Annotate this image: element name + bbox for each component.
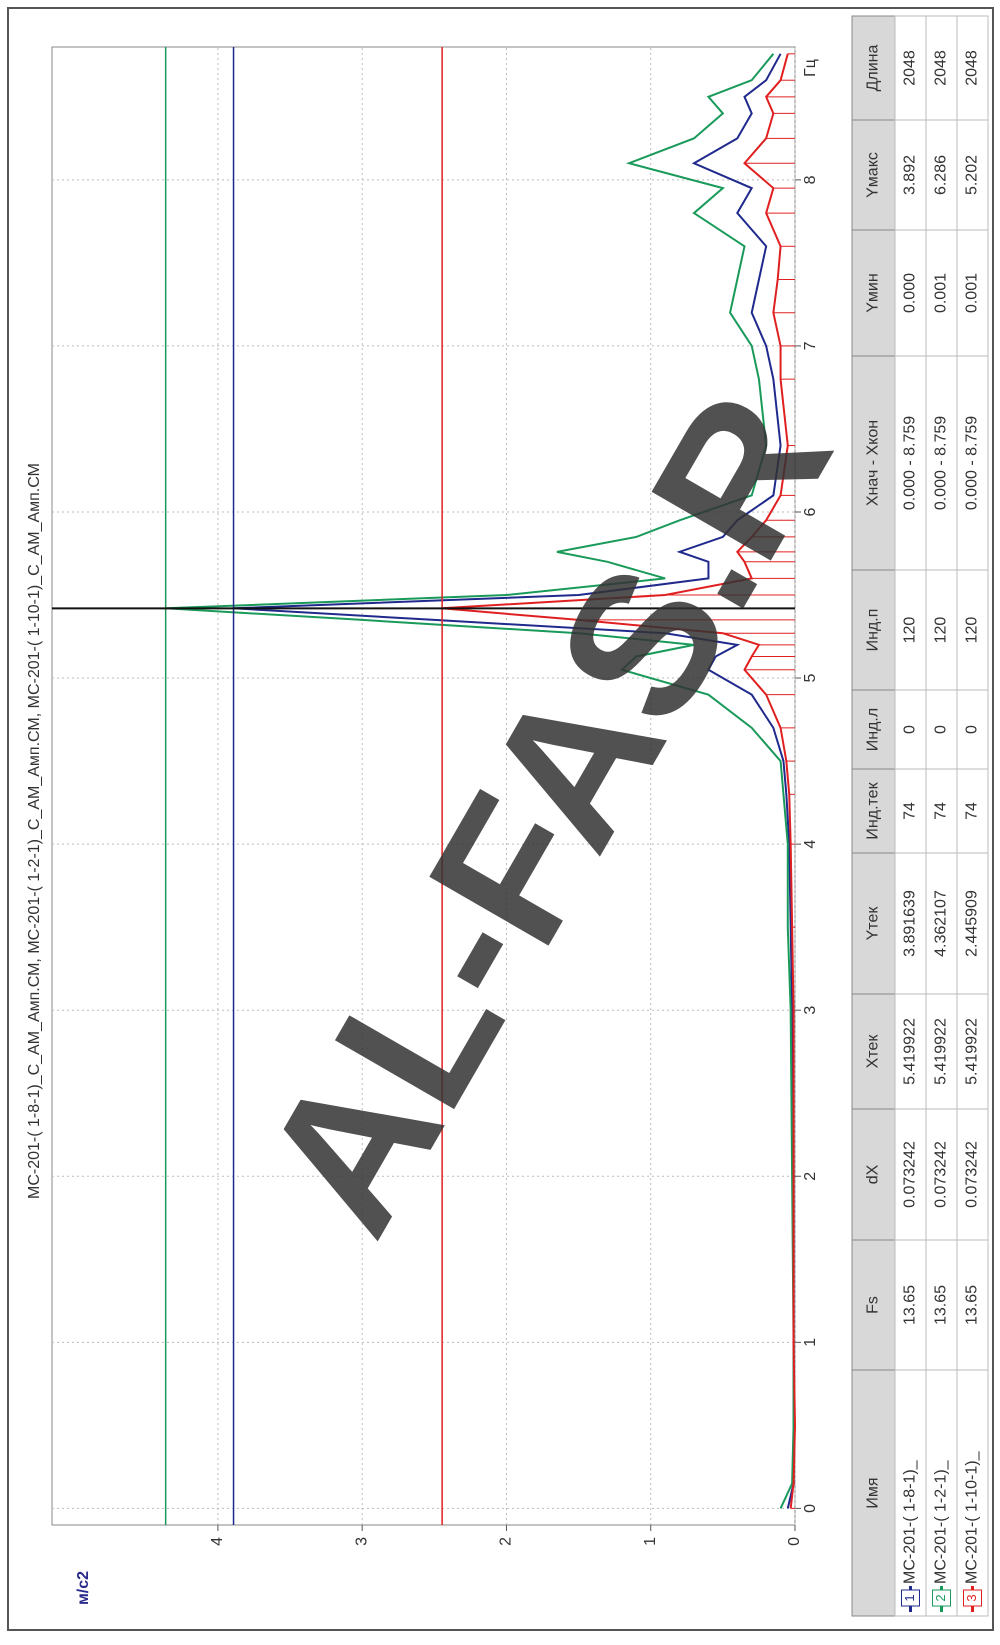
x-tick-label: 4 (802, 840, 819, 849)
cell-text: 0 (933, 725, 950, 734)
cell-text: 0.073242 (964, 1141, 981, 1208)
cell-text: 5.202 (964, 155, 981, 195)
row-index: 1 (902, 1594, 917, 1601)
x-tick-label: 7 (802, 341, 819, 350)
plot-area (51, 46, 796, 1526)
y-tick-label: 3 (353, 1537, 370, 1546)
cell-text: 0.000 - 8.759 (933, 416, 950, 510)
cell-text: 2048 (964, 50, 981, 86)
y-tick-label: 0 (786, 1537, 803, 1546)
x-tick-label: 3 (802, 1006, 819, 1015)
cell-text: 6.286 (933, 155, 950, 195)
cell-text: 74 (902, 802, 919, 820)
cell-text: 5.419922 (902, 1018, 919, 1085)
cell-text: 120 (933, 617, 950, 644)
cell-text: 2048 (902, 50, 919, 86)
x-tick-label: 0 (802, 1504, 819, 1513)
header-text: Yмакс (865, 152, 882, 198)
y-tick-label: 4 (209, 1537, 226, 1546)
legend-box (901, 1589, 920, 1607)
cell-text: 74 (933, 802, 950, 820)
x-tick-label: 2 (802, 1172, 819, 1181)
cell-text: 120 (964, 617, 981, 644)
y-axis-label: м/с2 (75, 1571, 92, 1605)
x-tick-label: 6 (802, 507, 819, 516)
cell-text: 0.073242 (933, 1141, 950, 1208)
cell-text: МС-201-( 1-2-1)_ (933, 1459, 950, 1584)
rotated-chart: МС-201-( 1-8-1)_С_АМ_Амп.СМ, МС-201-( 1-… (7, 7, 994, 1631)
cell-text: 0.000 - 8.759 (964, 416, 981, 510)
cell-text: 3.892 (902, 155, 919, 195)
cell-text: 0 (902, 725, 919, 734)
watermark: AL-FAS.R (219, 357, 873, 1267)
cell-text: 120 (902, 617, 919, 644)
header-text: Yтек (865, 906, 882, 941)
header-text: Хтек (865, 1034, 882, 1069)
header-text: dX (865, 1164, 882, 1184)
header-text: Fs (865, 1296, 882, 1314)
row-index: 3 (964, 1594, 979, 1601)
y-tick-label: 2 (498, 1537, 515, 1546)
table-cell (956, 15, 989, 121)
header-text: Инд.л (865, 708, 882, 751)
series-line (233, 53, 795, 1509)
legend-box (963, 1589, 982, 1607)
header-text: Yмин (865, 273, 882, 312)
series-line (441, 53, 797, 1509)
cell-text: 0 (964, 725, 981, 734)
cell-text: 0.000 (902, 273, 919, 313)
cell-text: 0.000 - 8.759 (902, 416, 919, 510)
row-index: 2 (933, 1594, 948, 1601)
cell-text: 13.65 (964, 1285, 981, 1325)
cell-text: 74 (964, 802, 981, 820)
cell-text: 13.65 (933, 1285, 950, 1325)
cell-text: 13.65 (902, 1285, 919, 1325)
cell-text: 3.891639 (902, 890, 919, 957)
cell-text: 5.419922 (933, 1018, 950, 1085)
cell-text: МС-201-( 1-8-1)_ (902, 1459, 919, 1584)
header-text: Длина (865, 44, 882, 91)
cell-text: 2048 (933, 50, 950, 86)
legend-box (932, 1589, 951, 1607)
series-line (165, 53, 795, 1509)
frame (7, 7, 994, 1631)
cell-text: 4.362107 (933, 890, 950, 957)
cell-text: 0.001 (964, 273, 981, 313)
header-text: Инд.тек (865, 781, 882, 839)
cell-text: 2.445909 (964, 890, 981, 957)
cell-text: 0.001 (933, 273, 950, 313)
x-tick-label: 8 (802, 175, 819, 184)
header-text: Инд.п (865, 609, 882, 652)
x-tick-label: 5 (802, 674, 819, 683)
cell-text: 5.419922 (964, 1018, 981, 1085)
x-tick-label: 1 (802, 1338, 819, 1347)
x-axis-label: Гц (802, 59, 819, 77)
cell-text: МС-201-( 1-10-1)_ (964, 1450, 981, 1584)
y-tick-label: 1 (642, 1537, 659, 1546)
header-text: Имя (865, 1477, 882, 1508)
header-text: Хнач - Хкон (865, 420, 882, 506)
cell-text: 0.073242 (902, 1141, 919, 1208)
chart-title: МС-201-( 1-8-1)_С_АМ_Амп.СМ, МС-201-( 1-… (26, 463, 43, 1199)
